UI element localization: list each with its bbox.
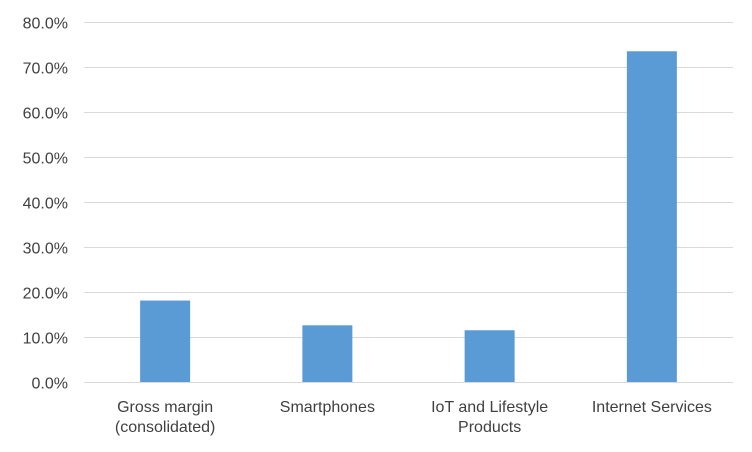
x-category-label-line: (consolidated) — [115, 419, 216, 436]
y-tick-label: 0.0% — [32, 376, 68, 393]
gridlines — [84, 22, 733, 383]
x-category-label-line: Internet Services — [592, 399, 712, 416]
y-axis-tick-labels: 0.0% 10.0% 20.0% 30.0% 40.0% 50.0% 60.0% 70.0% 8… — [23, 16, 68, 393]
x-axis-category-labels: Gross margin (consolidated) Smartphones IoT… — [115, 399, 712, 436]
y-tick-label: 10.0% — [23, 331, 68, 348]
y-tick-label: 30.0% — [23, 241, 68, 258]
y-tick-label: 40.0% — [23, 196, 68, 213]
x-category-label: Internet Services — [592, 399, 712, 416]
x-category-label-line: Smartphones — [280, 399, 375, 416]
y-tick-label: 20.0% — [23, 286, 68, 303]
y-tick-label: 50.0% — [23, 151, 68, 168]
bars — [140, 51, 677, 382]
y-tick-label: 80.0% — [23, 16, 68, 33]
bar — [464, 330, 515, 382]
bar — [302, 325, 353, 382]
x-category-label: IoT and Lifestyle Products — [431, 399, 548, 436]
x-category-label: Smartphones — [280, 399, 375, 416]
bar — [626, 51, 677, 382]
x-category-label: Gross margin (consolidated) — [115, 399, 216, 436]
y-tick-label: 60.0% — [23, 106, 68, 123]
x-category-label-line: IoT and Lifestyle — [431, 399, 548, 416]
x-category-label-line: Products — [458, 419, 521, 436]
bar — [140, 300, 191, 382]
y-tick-label: 70.0% — [23, 61, 68, 78]
x-category-label-line: Gross margin — [117, 399, 213, 416]
